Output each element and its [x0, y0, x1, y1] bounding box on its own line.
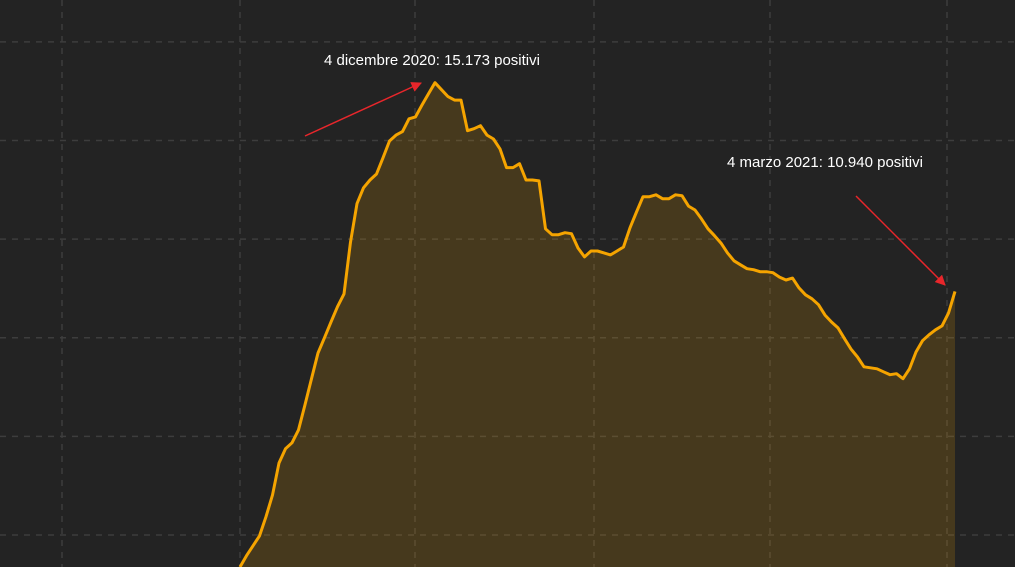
annotation: 4 dicembre 2020: 15.173 positivi	[324, 52, 540, 69]
annotation-arrow	[855, 195, 946, 286]
area	[240, 82, 955, 567]
annotation-arrow	[304, 82, 422, 137]
plot	[238, 81, 957, 567]
vertical-grid	[61, 0, 948, 567]
annotation: 4 marzo 2021: 10.940 positivi	[727, 154, 923, 171]
line	[238, 81, 957, 567]
horizontal-grid	[0, 41, 1015, 536]
